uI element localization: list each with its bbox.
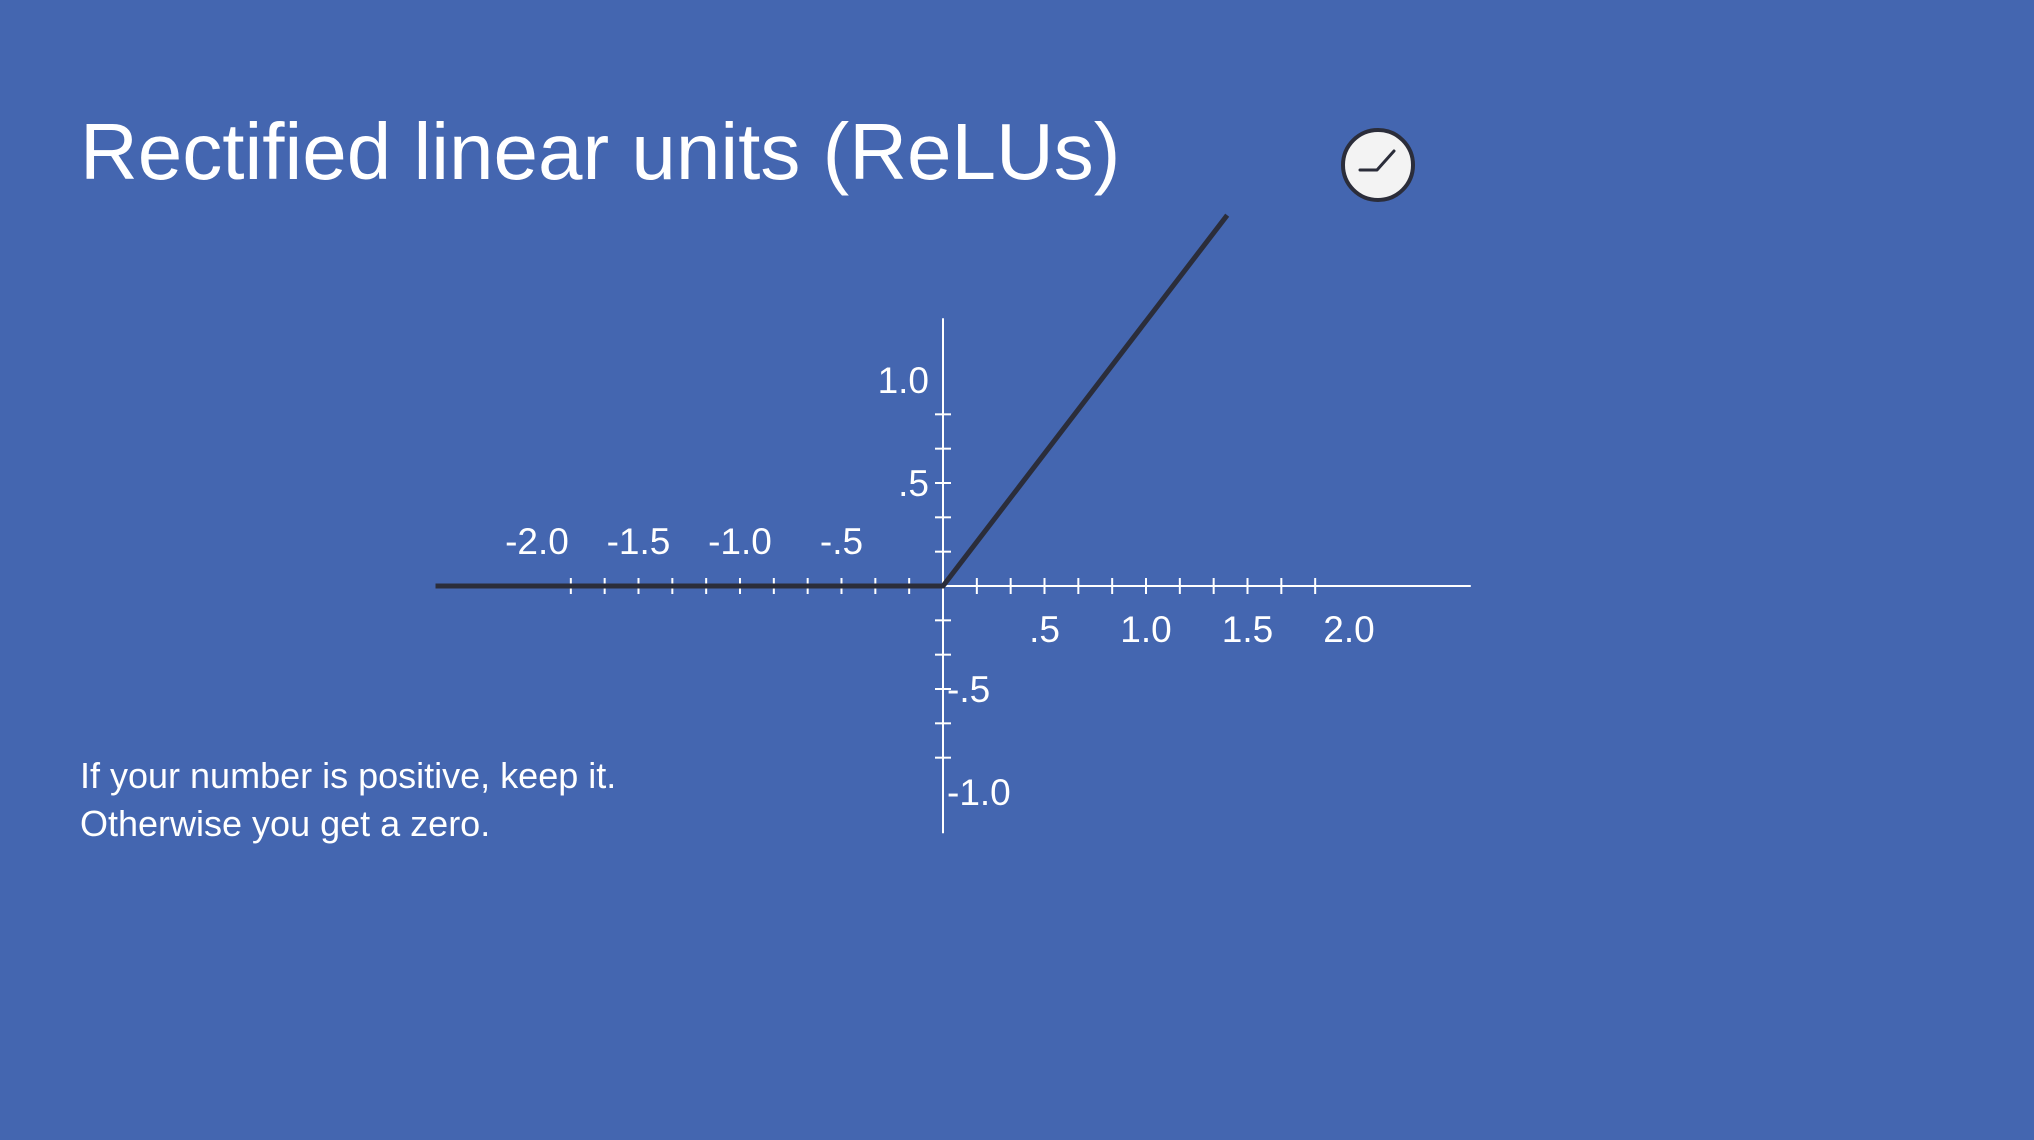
caption-line-2: Otherwise you get a zero. xyxy=(80,803,491,844)
slide-title: Rectified linear units (ReLUs) xyxy=(80,107,1121,196)
x-tick-label: 1.5 xyxy=(1222,609,1273,650)
y-tick-label: .5 xyxy=(898,463,929,504)
caption: If your number is positive, keep it. Oth… xyxy=(80,752,616,848)
x-tick-label: -.5 xyxy=(820,521,863,562)
x-tick-label: -1.0 xyxy=(708,521,772,562)
relu-series xyxy=(435,213,1230,589)
relu-line xyxy=(435,213,1230,589)
x-tick-label: .5 xyxy=(1029,609,1060,650)
y-tick-label: -.5 xyxy=(947,669,990,710)
y-tick-label: -1.0 xyxy=(947,772,1011,813)
y-tick-label: 1.0 xyxy=(878,360,929,401)
tick-labels: -2.0 -1.5 -1.0 -.5 .5 1.0 1.5 2.0 1.0 .5 -.5 -1.0 xyxy=(505,360,1375,813)
x-tick-label: -2.0 xyxy=(505,521,569,562)
x-tick-label: -1.5 xyxy=(607,521,671,562)
x-tick-label: 2.0 xyxy=(1323,609,1374,650)
x-tick-label: 1.0 xyxy=(1120,609,1171,650)
caption-line-1: If your number is positive, keep it. xyxy=(80,755,617,796)
relu-curve-icon xyxy=(1340,127,1416,203)
